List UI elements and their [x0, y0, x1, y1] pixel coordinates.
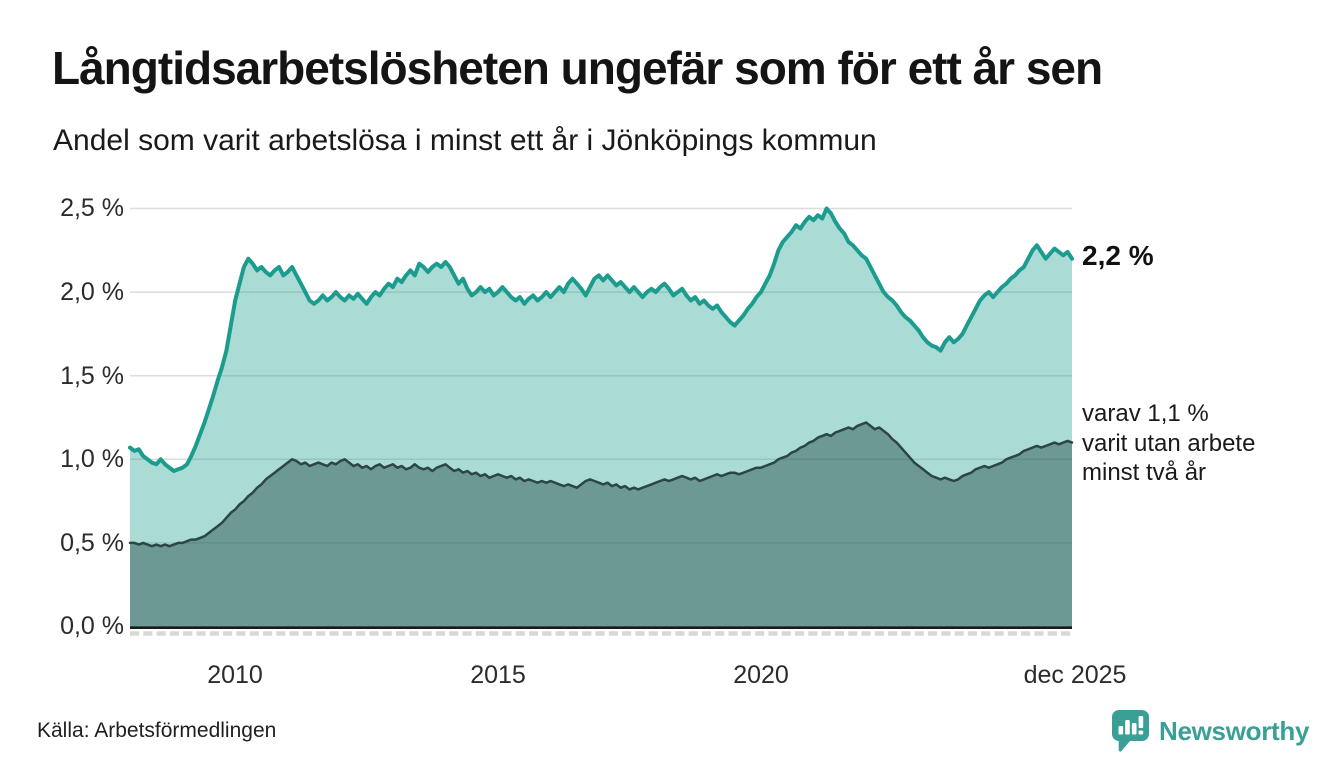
- xtick-label-2020: 2020: [733, 661, 789, 689]
- ytick-label-2-0: 2,0 %: [60, 278, 124, 306]
- ytick-label-0-0: 0,0 %: [60, 612, 124, 640]
- page-title: Långtidsarbetslösheten ungefär som för e…: [52, 42, 1103, 94]
- annotation-line-3: minst två år: [1082, 459, 1207, 486]
- newsworthy-bar-chart-bubble-icon: [1110, 708, 1150, 754]
- source-note: Källa: Arbetsförmedlingen: [37, 719, 277, 742]
- xtick-label-2015: 2015: [470, 661, 526, 689]
- total-series-end-value-label: 2,2 %: [1082, 240, 1154, 271]
- annotation-line-2: varit utan arbete: [1082, 429, 1256, 457]
- newsworthy-logo: Newsworthy: [1110, 708, 1309, 754]
- ytick-label-2-5: 2,5 %: [60, 194, 124, 222]
- ytick-label-0-5: 0,5 %: [60, 529, 124, 557]
- xtick-label-dec-2025: dec 2025: [1023, 661, 1127, 689]
- annotation-line-1: varav 1,1 %: [1082, 400, 1209, 427]
- two-year-series-annotation: varav 1,1 % varit utan arbete minst två …: [1082, 399, 1255, 488]
- xtick-label-2010: 2010: [207, 661, 263, 689]
- ytick-label-1-0: 1,0 %: [60, 445, 124, 473]
- brand-name: Newsworthy: [1159, 715, 1310, 746]
- ytick-label-1-5: 1,5 %: [60, 362, 124, 390]
- chart-subtitle: Andel som varit arbetslösa i minst ett å…: [53, 124, 877, 157]
